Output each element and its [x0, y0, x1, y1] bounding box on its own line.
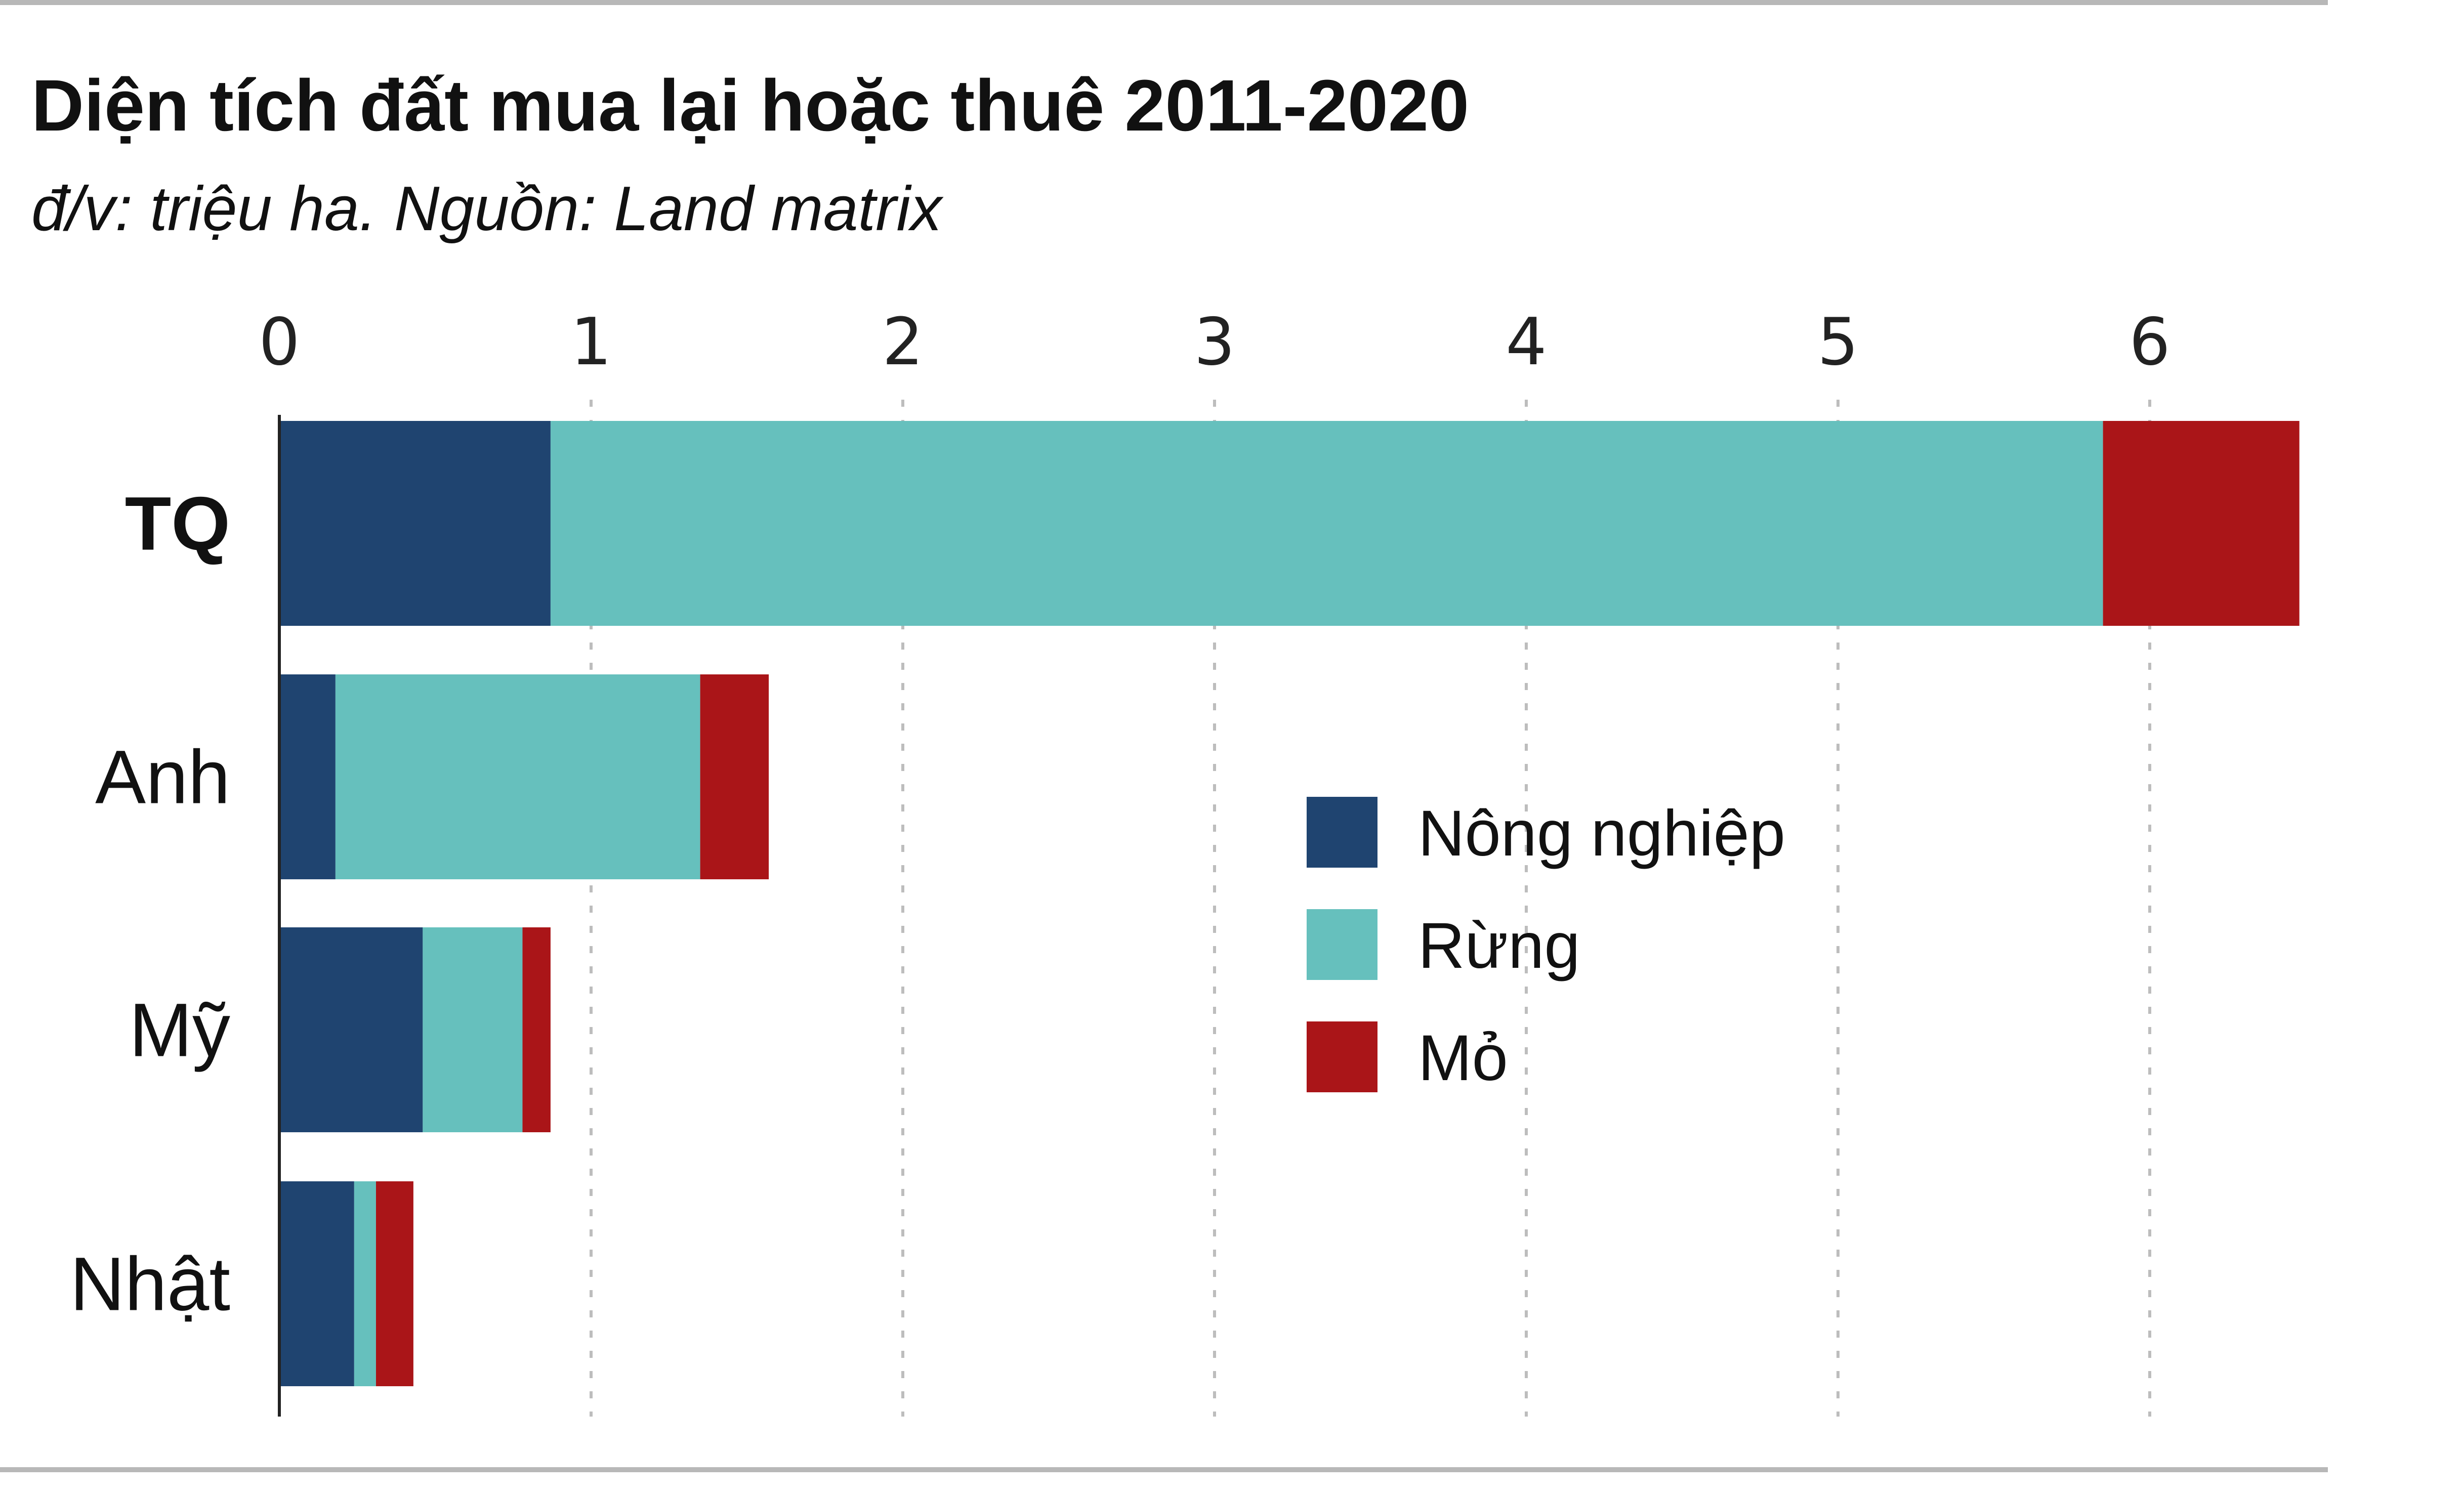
bar-segment — [335, 674, 700, 879]
legend-swatch — [1307, 909, 1377, 980]
legend-label: Mỏ — [1418, 1022, 1508, 1094]
chart-subtitle: đ/v: triệu ha. Nguồn: Land matrix — [31, 174, 944, 244]
x-tick-label: 0 — [259, 305, 300, 380]
category-label: Nhật — [70, 1242, 230, 1327]
x-tick-label: 4 — [1506, 305, 1547, 380]
x-tick-label: 5 — [1817, 305, 1858, 380]
bar-segment — [423, 927, 523, 1132]
bar-segment — [375, 1181, 413, 1386]
legend-swatch — [1307, 1021, 1377, 1092]
category-label: Anh — [95, 735, 230, 820]
x-axis-ticks: 0 1 2 3 4 5 6 — [259, 305, 2170, 380]
bar-segment — [279, 674, 336, 879]
category-label: Mỹ — [129, 988, 230, 1073]
legend: Nông nghiệp Rừng Mỏ — [1307, 797, 1785, 1094]
legend-swatch — [1307, 797, 1377, 868]
chart-title: Diện tích đất mua lại hoặc thuê 2011-202… — [31, 65, 1469, 146]
bar-segment — [279, 421, 551, 626]
category-labels: TQ Anh Mỹ Nhật — [70, 481, 230, 1327]
x-tick-label: 1 — [570, 305, 611, 380]
bar-segment — [700, 674, 769, 879]
bar-segment — [522, 927, 551, 1132]
bar-segment — [550, 421, 2103, 626]
gridlines — [590, 400, 2151, 1417]
x-tick-label: 2 — [882, 305, 923, 380]
x-tick-label: 6 — [2129, 305, 2170, 380]
category-label: TQ — [125, 481, 230, 566]
legend-label: Nông nghiệp — [1418, 797, 1785, 870]
bar-segment — [354, 1181, 376, 1386]
bar-segment — [279, 927, 423, 1132]
x-tick-label: 3 — [1194, 305, 1235, 380]
legend-label: Rừng — [1418, 910, 1580, 982]
bar-segment — [2103, 421, 2300, 626]
bars — [279, 421, 2300, 1386]
bar-segment — [279, 1181, 354, 1386]
